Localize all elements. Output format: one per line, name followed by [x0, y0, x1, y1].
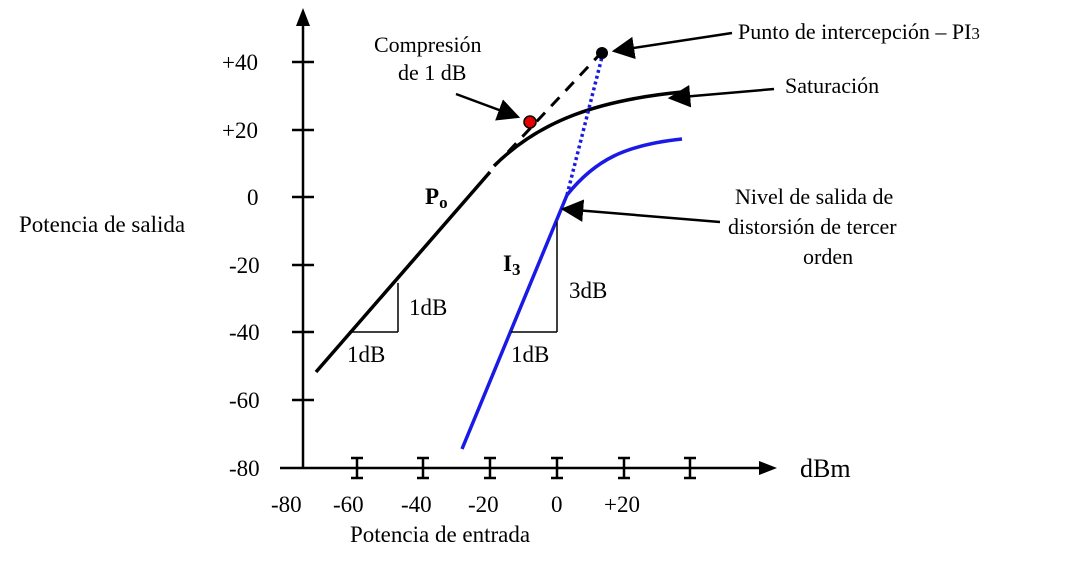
x-tick: [684, 456, 696, 480]
x-tick-label: -60: [333, 492, 364, 517]
x-tick: [618, 456, 630, 480]
x-axis-unit: dBm: [800, 454, 851, 483]
compression-point-marker: [523, 115, 537, 129]
x-tick-label: -80: [271, 492, 302, 517]
y-tick-label: -40: [229, 320, 260, 345]
y-tick-labels: +40 +20 0 -20 -40 -60 -80: [222, 50, 260, 481]
distortion-label: Nivel de salida de: [735, 184, 893, 209]
intercept-arrow-icon: [611, 31, 733, 60]
third-order-saturation-segment: [565, 137, 683, 197]
x-axis-arrow-icon: [759, 461, 777, 475]
x-ticks: [351, 456, 696, 480]
slope-po-horizontal-label: 1dB: [347, 342, 385, 367]
slope-triangle-i3: [511, 222, 558, 333]
x-tick: [551, 456, 563, 480]
compression-label: de 1 dB: [398, 60, 466, 85]
compression-arrow-icon: [455, 92, 521, 121]
intercept-point-marker: [596, 47, 608, 59]
distortion-label: distorsión de tercer: [728, 214, 897, 239]
third-order-extrapolation: [565, 52, 605, 196]
y-tick-label: 0: [247, 185, 259, 210]
y-axis-arrow-icon: [296, 8, 310, 26]
y-axis-title: Potencia de salida: [19, 212, 185, 237]
fundamental-curve: [314, 90, 683, 374]
fundamental-saturation-segment: [492, 90, 683, 168]
saturation-label: Saturación: [785, 73, 879, 98]
x-axis-title: Potencia de entrada: [350, 522, 530, 547]
third-order-curve-label: I3: [503, 251, 520, 279]
axes: [280, 8, 777, 475]
slope-i3-horizontal-label: 1dB: [511, 342, 549, 367]
x-tick-label: 0: [551, 492, 563, 517]
third-order-curve: [460, 137, 683, 450]
saturation-arrow-icon: [667, 85, 775, 108]
x-tick-label: -20: [468, 492, 499, 517]
slope-po-vertical-label: 1dB: [409, 295, 447, 320]
x-tick-label: -40: [401, 492, 432, 517]
intercept-label: Punto de intercepción – PI3: [738, 19, 980, 44]
fundamental-curve-label: Po: [425, 184, 448, 212]
y-tick-label: -80: [229, 456, 260, 481]
fundamental-linear-segment: [314, 170, 492, 374]
y-ticks: [292, 60, 314, 402]
third-order-linear-segment: [460, 194, 569, 450]
slope-triangle-po: [349, 283, 399, 333]
x-tick: [484, 456, 496, 480]
y-tick-label: +40: [222, 50, 258, 75]
y-tick-label: -20: [229, 253, 260, 278]
x-tick: [351, 456, 363, 480]
slope-i3-vertical-label: 3dB: [569, 278, 607, 303]
y-tick-label: +20: [222, 118, 258, 143]
x-tick: [417, 456, 429, 480]
compression-label: Compresión: [374, 32, 482, 57]
x-tick-label: +20: [604, 492, 640, 517]
distortion-arrow-icon: [560, 199, 721, 224]
y-tick-label: -60: [229, 388, 260, 413]
distortion-label: orden: [803, 244, 853, 269]
x-tick-labels: -80 -60 -40 -20 0 +20: [271, 492, 640, 517]
fundamental-extrapolation: [506, 50, 604, 154]
